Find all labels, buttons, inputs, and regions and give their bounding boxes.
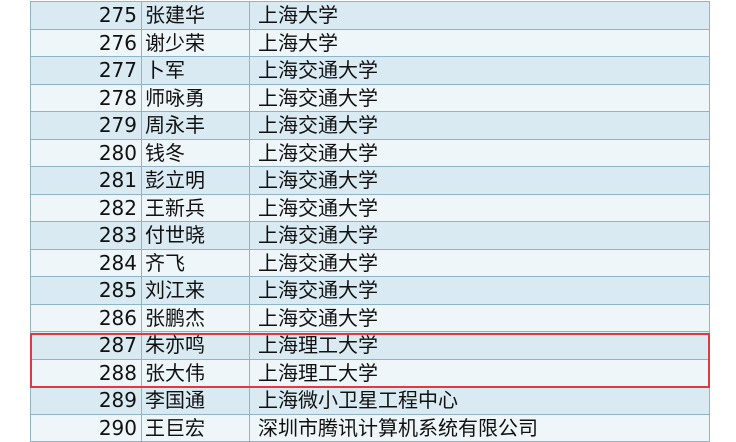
person-name: 付世晓 — [142, 222, 250, 249]
row-number: 279 — [30, 112, 142, 139]
row-number: 282 — [30, 194, 142, 221]
organization: 上海交通大学 — [250, 249, 710, 276]
organization: 上海大学 — [250, 2, 710, 29]
person-name: 李国通 — [142, 387, 250, 414]
person-name: 彭立明 — [142, 167, 250, 194]
person-name: 师咏勇 — [142, 84, 250, 111]
organization: 深圳市腾讯计算机系统有限公司 — [250, 414, 710, 441]
organization: 上海交通大学 — [250, 57, 710, 84]
table-row: 288 张大伟 上海理工大学 — [30, 359, 710, 387]
table-row: 284 齐飞 上海交通大学 — [30, 249, 710, 277]
row-number: 283 — [30, 222, 142, 249]
organization: 上海交通大学 — [250, 277, 710, 304]
organization: 上海理工大学 — [250, 359, 710, 386]
person-name: 刘江来 — [142, 277, 250, 304]
table-row: 286 张鹏杰 上海交通大学 — [30, 304, 710, 332]
person-name: 张鹏杰 — [142, 304, 250, 331]
table-row: 275 张建华 上海大学 — [30, 2, 710, 30]
row-number: 289 — [30, 387, 142, 414]
person-name: 周永丰 — [142, 112, 250, 139]
organization: 上海交通大学 — [250, 139, 710, 166]
table-row: 280 钱冬 上海交通大学 — [30, 139, 710, 167]
person-name: 卜军 — [142, 57, 250, 84]
row-number: 284 — [30, 249, 142, 276]
person-name: 齐飞 — [142, 249, 250, 276]
person-name: 王巨宏 — [142, 414, 250, 441]
organization: 上海交通大学 — [250, 84, 710, 111]
organization: 上海交通大学 — [250, 167, 710, 194]
organization: 上海理工大学 — [250, 332, 710, 359]
person-name: 钱冬 — [142, 139, 250, 166]
person-name: 张大伟 — [142, 359, 250, 386]
person-name: 谢少荣 — [142, 29, 250, 56]
table-row: 276 谢少荣 上海大学 — [30, 29, 710, 57]
organization: 上海交通大学 — [250, 194, 710, 221]
row-number: 278 — [30, 84, 142, 111]
person-name: 张建华 — [142, 2, 250, 29]
table-row: 283 付世晓 上海交通大学 — [30, 222, 710, 250]
organization: 上海大学 — [250, 29, 710, 56]
row-number: 275 — [30, 2, 142, 29]
row-number: 276 — [30, 29, 142, 56]
person-name: 王新兵 — [142, 194, 250, 221]
table-row: 285 刘江来 上海交通大学 — [30, 277, 710, 305]
table-row: 279 周永丰 上海交通大学 — [30, 112, 710, 140]
organization: 上海交通大学 — [250, 112, 710, 139]
row-number: 290 — [30, 414, 142, 441]
table-row: 290 王巨宏 深圳市腾讯计算机系统有限公司 — [30, 414, 710, 442]
row-number: 287 — [30, 332, 142, 359]
row-number: 288 — [30, 359, 142, 386]
organization: 上海微小卫星工程中心 — [250, 387, 710, 414]
row-number: 280 — [30, 139, 142, 166]
table-row: 278 师咏勇 上海交通大学 — [30, 84, 710, 112]
row-number: 277 — [30, 57, 142, 84]
table-row: 289 李国通 上海微小卫星工程中心 — [30, 387, 710, 415]
organization: 上海交通大学 — [250, 304, 710, 331]
table-row: 287 朱亦鸣 上海理工大学 — [30, 332, 710, 360]
table-row: 277 卜军 上海交通大学 — [30, 57, 710, 85]
table-row: 282 王新兵 上海交通大学 — [30, 194, 710, 222]
person-name: 朱亦鸣 — [142, 332, 250, 359]
row-number: 286 — [30, 304, 142, 331]
organization: 上海交通大学 — [250, 222, 710, 249]
table: 275 张建华 上海大学 276 谢少荣 上海大学 277 卜军 上海交通大学 278 师咏勇 上海交… — [30, 1, 710, 442]
table-row: 281 彭立明 上海交通大学 — [30, 167, 710, 195]
row-number: 285 — [30, 277, 142, 304]
row-number: 281 — [30, 167, 142, 194]
